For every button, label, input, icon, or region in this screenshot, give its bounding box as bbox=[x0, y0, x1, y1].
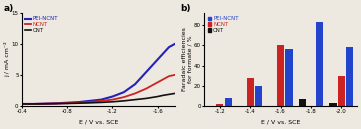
Text: b): b) bbox=[180, 4, 190, 13]
NCNT bbox=[133, 93, 137, 94]
PEI-NCNT bbox=[161, 53, 165, 54]
CNT bbox=[161, 95, 165, 96]
CNT bbox=[20, 103, 24, 105]
PEI-NCNT bbox=[77, 101, 81, 103]
NCNT bbox=[77, 102, 81, 103]
CNT bbox=[167, 94, 171, 95]
Line: PEI-NCNT: PEI-NCNT bbox=[22, 44, 175, 104]
CNT bbox=[122, 100, 126, 102]
PEI-NCNT bbox=[20, 103, 24, 105]
NCNT bbox=[161, 78, 165, 80]
Bar bbox=[316, 22, 323, 106]
PEI-NCNT bbox=[43, 103, 47, 104]
Legend: PEI-NCNT, NCNT, CNT: PEI-NCNT, NCNT, CNT bbox=[25, 16, 58, 34]
PEI-NCNT bbox=[65, 102, 69, 103]
CNT bbox=[144, 98, 148, 99]
NCNT bbox=[54, 103, 58, 104]
Bar bbox=[255, 86, 262, 106]
CNT bbox=[156, 96, 160, 97]
PEI-NCNT bbox=[173, 43, 177, 45]
NCNT bbox=[20, 103, 24, 105]
PEI-NCNT bbox=[167, 46, 171, 48]
NCNT bbox=[43, 103, 47, 104]
CNT bbox=[43, 103, 47, 105]
PEI-NCNT bbox=[144, 71, 148, 73]
Bar bbox=[277, 45, 284, 106]
X-axis label: E / V vs. SCE: E / V vs. SCE bbox=[261, 120, 300, 125]
CNT bbox=[133, 99, 137, 100]
Bar bbox=[247, 78, 254, 106]
CNT bbox=[65, 103, 69, 104]
Legend: PEI-NCNT, NCNT, CNT: PEI-NCNT, NCNT, CNT bbox=[207, 16, 239, 34]
PEI-NCNT bbox=[31, 103, 35, 105]
Bar bbox=[285, 49, 292, 106]
PEI-NCNT bbox=[99, 99, 103, 100]
NCNT bbox=[144, 88, 148, 89]
CNT bbox=[99, 102, 103, 103]
NCNT bbox=[110, 99, 115, 100]
CNT bbox=[110, 101, 115, 103]
PEI-NCNT bbox=[88, 100, 92, 102]
X-axis label: E / V vs. SCE: E / V vs. SCE bbox=[79, 120, 118, 125]
NCNT bbox=[156, 82, 160, 83]
CNT bbox=[88, 102, 92, 104]
Bar bbox=[299, 99, 306, 106]
Bar bbox=[216, 104, 223, 106]
Line: NCNT: NCNT bbox=[22, 75, 175, 104]
CNT bbox=[77, 102, 81, 104]
Bar bbox=[346, 47, 353, 106]
NCNT bbox=[122, 96, 126, 98]
Bar bbox=[338, 76, 345, 106]
Bar bbox=[225, 98, 232, 106]
Y-axis label: j / mA cm⁻²: j / mA cm⁻² bbox=[4, 42, 10, 77]
PEI-NCNT bbox=[156, 59, 160, 60]
PEI-NCNT bbox=[133, 83, 137, 85]
NCNT bbox=[88, 101, 92, 103]
NCNT bbox=[99, 100, 103, 102]
Y-axis label: Faradaic efficiencies
for formate / %: Faradaic efficiencies for formate / % bbox=[182, 28, 192, 91]
CNT bbox=[54, 103, 58, 104]
CNT bbox=[31, 103, 35, 105]
PEI-NCNT bbox=[122, 91, 126, 93]
NCNT bbox=[65, 102, 69, 104]
Line: CNT: CNT bbox=[22, 93, 175, 104]
CNT bbox=[173, 93, 177, 94]
Text: a): a) bbox=[4, 4, 14, 13]
NCNT bbox=[173, 74, 177, 76]
NCNT bbox=[31, 103, 35, 105]
Bar bbox=[329, 103, 336, 106]
PEI-NCNT bbox=[54, 103, 58, 104]
NCNT bbox=[167, 75, 171, 77]
PEI-NCNT bbox=[110, 96, 115, 97]
